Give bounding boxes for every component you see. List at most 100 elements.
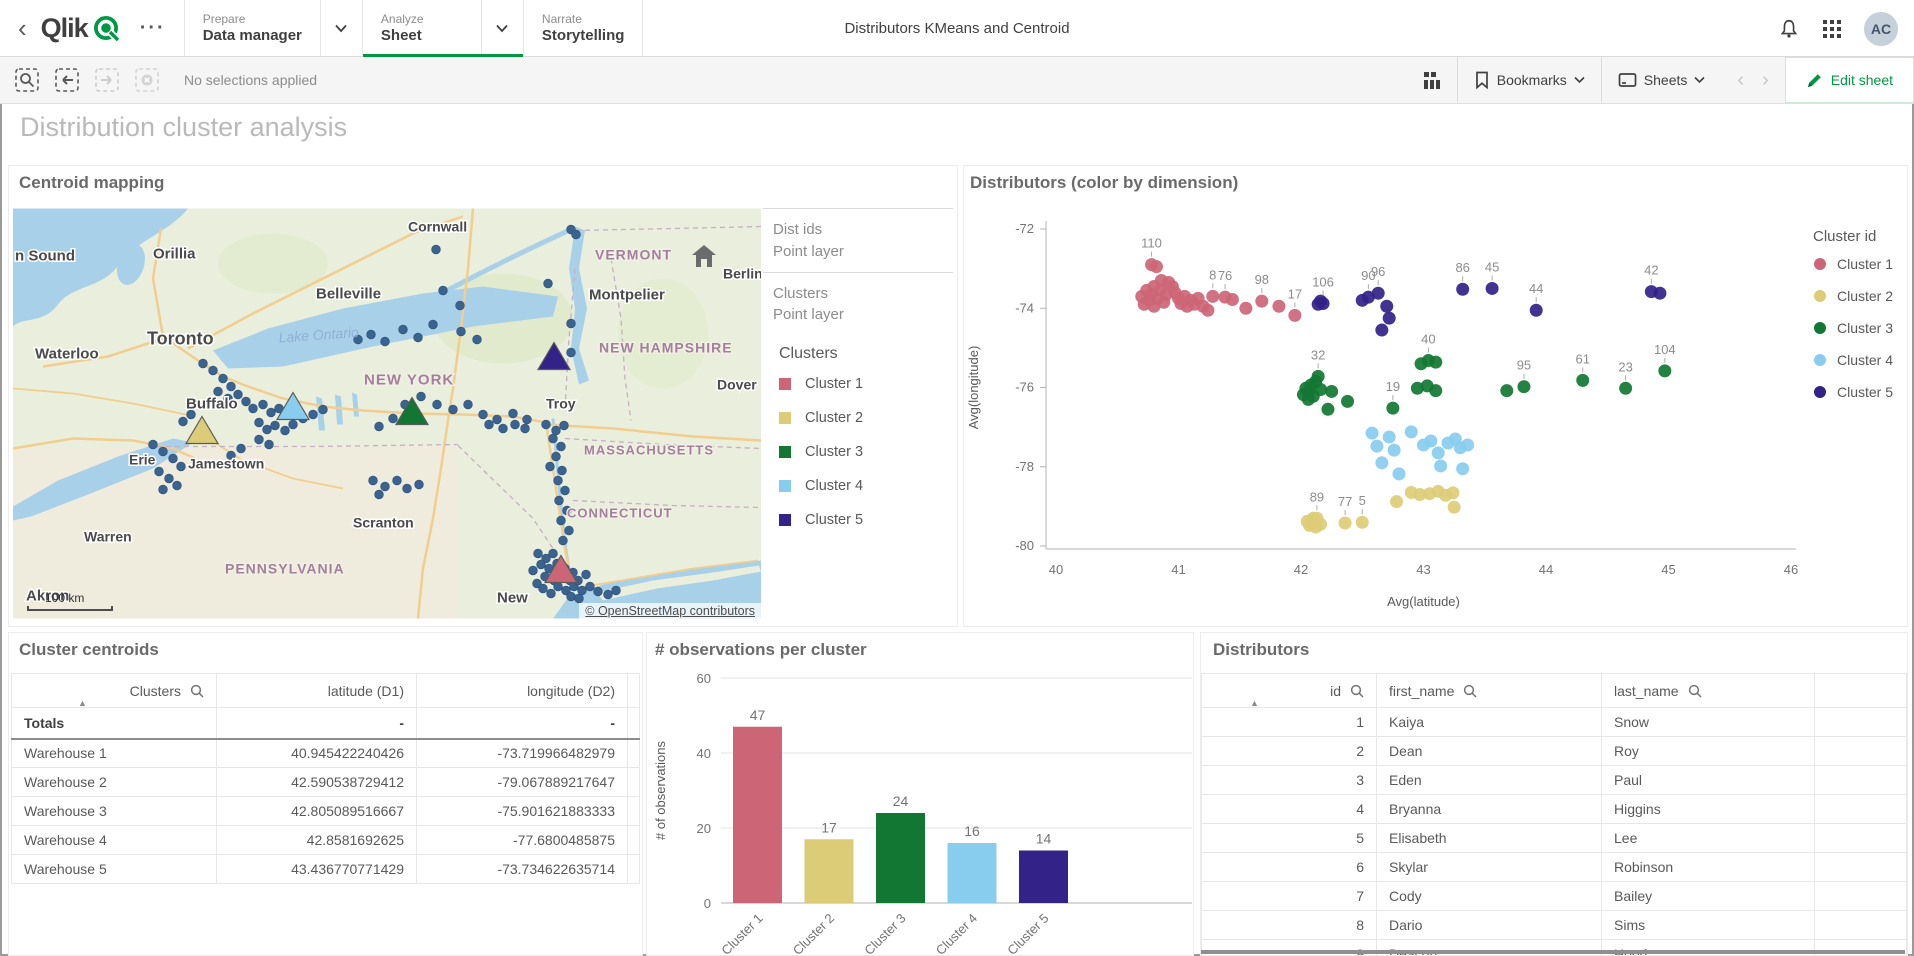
table-cell[interactable]: 42.590538729412	[216, 767, 417, 797]
map-distributor-dot[interactable]	[577, 585, 587, 596]
map-distributor-dot[interactable]	[472, 334, 482, 345]
scatter-legend-label[interactable]: Cluster 4	[1837, 352, 1893, 368]
map-distributor-dot[interactable]	[438, 285, 448, 296]
scatter-point-cluster-4[interactable]	[1431, 446, 1445, 460]
map-distributor-dot[interactable]	[508, 408, 518, 419]
column-header-id[interactable]: id ▲	[1201, 673, 1377, 708]
sheet-title[interactable]: Distribution cluster analysis	[20, 112, 348, 142]
map-distributor-dot[interactable]	[551, 425, 561, 436]
scatter-legend-label[interactable]: Cluster 5	[1837, 384, 1893, 400]
map-distributor-dot[interactable]	[158, 446, 168, 457]
map-distributor-dot[interactable]	[566, 318, 576, 329]
map-distributor-dot[interactable]	[603, 589, 613, 600]
search-icon[interactable]	[190, 684, 204, 698]
map-distributor-dot[interactable]	[254, 417, 264, 428]
map-distributor-dot[interactable]	[553, 581, 563, 592]
map-distributor-dot[interactable]	[484, 419, 494, 430]
map-distributor-dot[interactable]	[353, 334, 363, 345]
map-distributor-dot[interactable]	[562, 505, 572, 516]
next-sheet-icon[interactable]: ›	[1762, 68, 1769, 91]
more-options-icon[interactable]: ···	[139, 16, 166, 39]
map-canvas[interactable]: VERMONT NEW HAMPSHIRE NEW YORK MASSACHUSETT…	[13, 208, 761, 619]
search-icon[interactable]	[1350, 684, 1364, 698]
map-distributor-dot[interactable]	[366, 329, 376, 340]
sheets-button[interactable]: Sheets	[1602, 57, 1722, 103]
map-distributor-dot[interactable]	[546, 588, 556, 599]
table-cell[interactable]: 42.8581692625	[216, 825, 417, 855]
map-distributor-dot[interactable]	[380, 481, 390, 492]
map-legend-item[interactable]: Cluster 2	[763, 401, 953, 435]
map-legend-item[interactable]: Cluster 4	[763, 469, 953, 503]
table-cell[interactable]: 3	[1201, 765, 1377, 795]
map-distributor-dot[interactable]	[241, 396, 251, 407]
clear-selections-icon[interactable]	[134, 67, 160, 93]
map-distributor-dot[interactable]	[536, 559, 546, 570]
table-cell[interactable]: Bryanna	[1376, 794, 1602, 824]
scatter-legend-swatch[interactable]	[1814, 258, 1826, 270]
map-distributor-dot[interactable]	[148, 439, 158, 450]
map-distributor-dot[interactable]	[564, 525, 574, 536]
map-distributor-dot[interactable]	[266, 407, 276, 418]
scatter-point-cluster-5[interactable]	[1371, 286, 1385, 300]
map-distributor-dot[interactable]	[522, 414, 532, 425]
selections-back-icon[interactable]	[54, 67, 80, 93]
scatter-point-cluster-5[interactable]	[1382, 311, 1396, 325]
scatter-point-cluster-5[interactable]	[1529, 303, 1543, 317]
scatter-point-cluster-3[interactable]	[1301, 392, 1315, 406]
map-distributor-dot[interactable]	[172, 480, 182, 491]
table-cell[interactable]: Cody	[1376, 881, 1602, 911]
column-header-longitude-d2-[interactable]: longitude (D2)	[416, 673, 628, 708]
map-distributor-dot[interactable]	[374, 421, 384, 432]
scatter-legend-swatch[interactable]	[1814, 322, 1826, 334]
map-distributor-dot[interactable]	[254, 434, 264, 445]
map-distributor-dot[interactable]	[388, 413, 398, 424]
map-distributor-dot[interactable]	[574, 593, 584, 604]
map-distributor-dot[interactable]	[368, 475, 378, 486]
edit-sheet-button[interactable]: Edit sheet	[1784, 57, 1914, 103]
map-legend-item[interactable]: Cluster 1	[763, 367, 953, 401]
table-cell[interactable]: 1	[1201, 707, 1377, 737]
scatter-point-cluster-4[interactable]	[1382, 430, 1396, 444]
scatter-point-cluster-1[interactable]	[1225, 293, 1239, 307]
table-cell[interactable]: Eden	[1376, 765, 1602, 795]
map-distributor-dot[interactable]	[226, 381, 236, 392]
map-distributor-dot[interactable]	[510, 419, 520, 430]
table-cell[interactable]: 43.436770771429	[216, 854, 417, 884]
map-distributor-dot[interactable]	[533, 548, 543, 559]
scatter-point-cluster-1[interactable]	[1255, 294, 1269, 308]
avatar[interactable]: AC	[1864, 11, 1898, 46]
map-distributor-dot[interactable]	[380, 336, 390, 347]
bar-cluster-1[interactable]	[733, 726, 782, 903]
scatter-point-cluster-4[interactable]	[1375, 456, 1389, 470]
bar-cluster-3[interactable]	[876, 813, 925, 903]
map-distributor-dot[interactable]	[414, 479, 424, 490]
map-distributor-dot[interactable]	[264, 439, 274, 450]
scatter-point-cluster-5[interactable]	[1311, 297, 1325, 311]
scatter-point-cluster-4[interactable]	[1370, 439, 1384, 453]
scatter-point-cluster-1[interactable]	[1201, 303, 1215, 317]
map-distributor-dot[interactable]	[208, 365, 218, 376]
scatter-point-cluster-5[interactable]	[1456, 282, 1470, 296]
table-cell[interactable]: 8	[1201, 910, 1377, 940]
scatter-legend-label[interactable]: Cluster 2	[1837, 288, 1893, 304]
menu-dropdown-button[interactable]	[319, 0, 362, 56]
map-distributor-dot[interactable]	[374, 489, 384, 500]
map-distributor-dot[interactable]	[236, 443, 246, 454]
map-distributor-dot[interactable]	[158, 484, 168, 495]
scatter-point-cluster-4[interactable]	[1365, 426, 1379, 440]
map-distributor-dot[interactable]	[431, 244, 441, 255]
map-distributor-dot[interactable]	[223, 393, 233, 404]
scatter-point-cluster-3[interactable]	[1429, 355, 1443, 369]
map-attribution-link[interactable]: © OpenStreetMap contributors	[579, 603, 761, 619]
column-header-first_name[interactable]: first_name	[1376, 673, 1602, 708]
table-cell[interactable]: Bailey	[1601, 881, 1815, 911]
map-distributor-dot[interactable]	[218, 373, 228, 384]
scatter-point-cluster-3[interactable]	[1314, 382, 1328, 396]
map-distributor-dot[interactable]	[262, 424, 272, 435]
bookmarks-button[interactable]: Bookmarks	[1458, 57, 1601, 103]
table-cell[interactable]: Lee	[1601, 823, 1815, 853]
scatter-point-cluster-5[interactable]	[1361, 290, 1375, 304]
scatter-point-cluster-3[interactable]	[1517, 380, 1531, 394]
table-cell[interactable]: 5	[1201, 823, 1377, 853]
nav-menu-narrate[interactable]: Narrate Storytelling	[522, 0, 644, 56]
